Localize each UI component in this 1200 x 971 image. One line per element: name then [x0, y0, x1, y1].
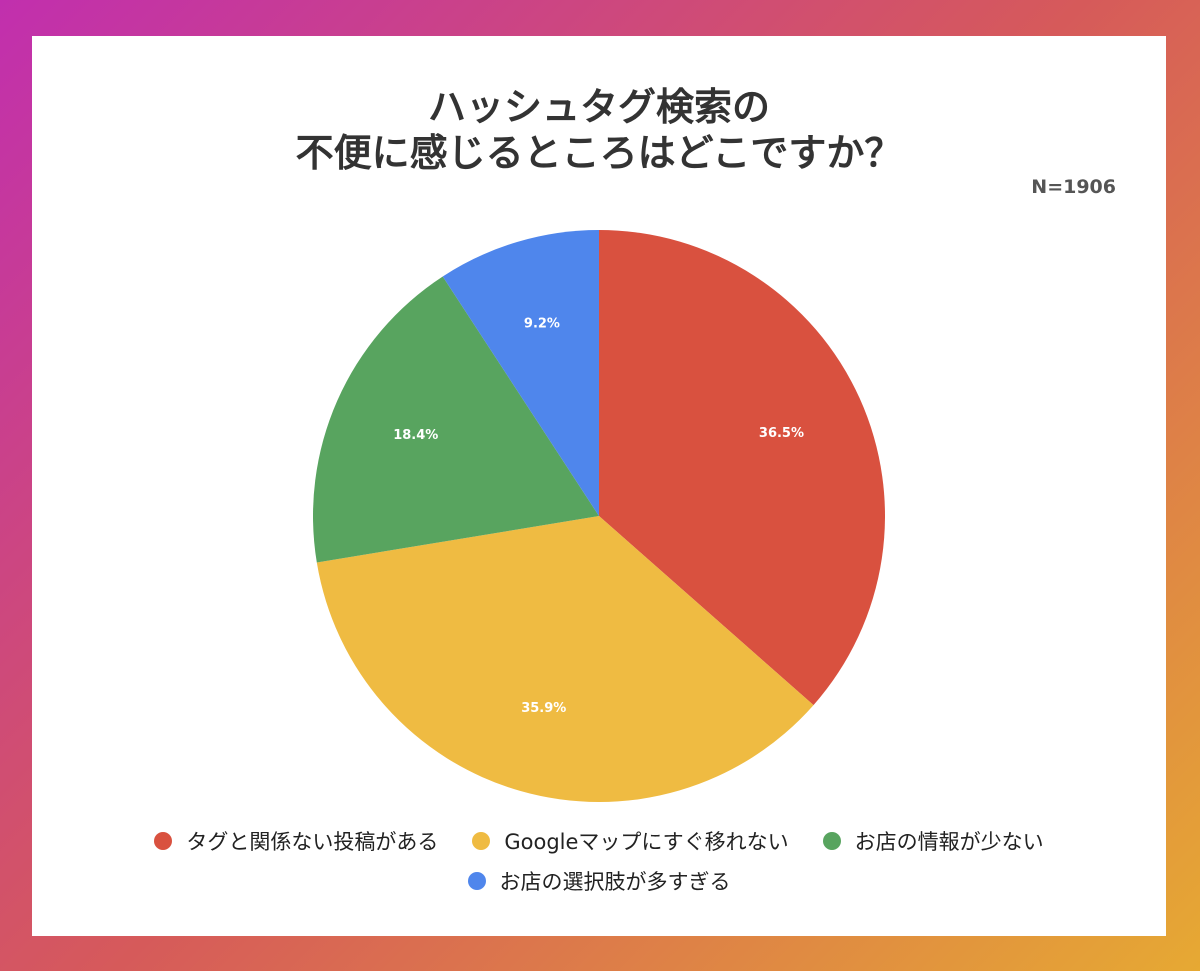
- legend-label-3: お店の選択肢が多すぎる: [499, 870, 731, 894]
- legend-row-2: お店の選択肢が多すぎる: [32, 866, 1166, 896]
- chart-card: ハッシュタグ検索の 不便に感じるところはどこですか？ N=1906 36.5% 3…: [32, 36, 1166, 936]
- legend-item-3: お店の選択肢が多すぎる: [467, 866, 731, 896]
- legend-item-1: Googleマップにすぐ移れない: [472, 826, 789, 856]
- legend-dot-1: [472, 832, 491, 850]
- slice-label-3: 9.2%: [524, 317, 560, 332]
- legend-label-2: お店の情報が少ない: [854, 830, 1044, 854]
- slice-label-1: 35.9%: [521, 701, 566, 716]
- legend-dot-3: [467, 872, 486, 890]
- legend: タグと関係ない投稿がある Googleマップにすぐ移れない お店の情報が少ない …: [32, 826, 1166, 906]
- legend-dot-0: [154, 832, 173, 850]
- legend-label-0: タグと関係ない投稿がある: [186, 830, 439, 854]
- chart-title-line-1: ハッシュタグ検索の: [427, 85, 770, 129]
- pie-slice-1: [316, 516, 814, 802]
- legend-label-1: Googleマップにすぐ移れない: [504, 830, 789, 854]
- legend-row-1: タグと関係ない投稿がある Googleマップにすぐ移れない お店の情報が少ない: [32, 826, 1166, 856]
- slice-label-2: 18.4%: [393, 428, 438, 443]
- legend-dot-2: [822, 832, 841, 850]
- legend-item-0: タグと関係ない投稿がある: [154, 826, 438, 856]
- pie-slice-0: [599, 230, 885, 706]
- legend-item-2: お店の情報が少ない: [822, 826, 1044, 856]
- slice-label-0: 36.5%: [759, 426, 804, 441]
- sample-size: N=1906: [1031, 176, 1116, 198]
- pie-slice-3: [442, 230, 599, 516]
- chart-title: ハッシュタグ検索の 不便に感じるところはどこですか？: [32, 84, 1166, 176]
- chart-title-line-2: 不便に感じるところはどこですか？: [295, 131, 903, 175]
- pie-slice-2: [313, 276, 599, 563]
- pie-chart: 36.5% 35.9% 18.4% 9.2%: [313, 230, 885, 802]
